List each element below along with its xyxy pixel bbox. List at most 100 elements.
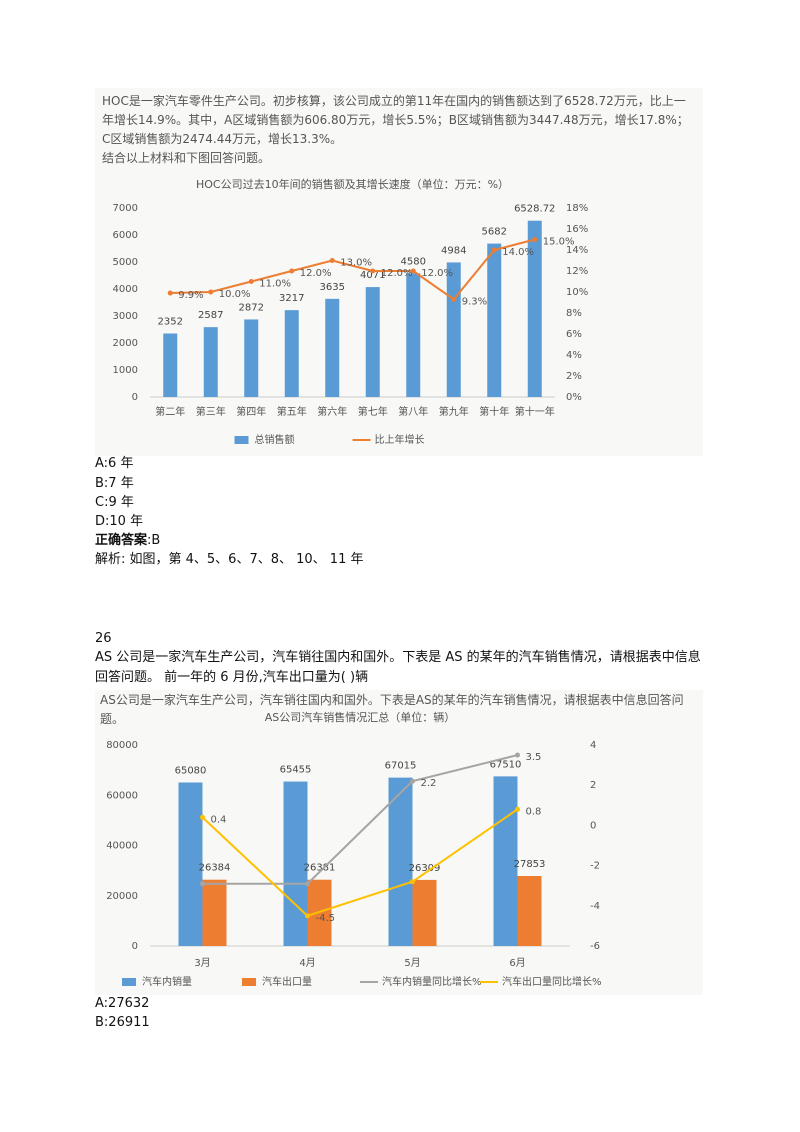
line-marker [515,752,520,758]
bar-value-label: 2587 [198,310,223,321]
line-value-label: 2.2 [421,778,437,789]
bar [517,876,542,946]
line-marker [491,247,497,253]
explanation: 解析: 如图，第 4、5、6、7、8、 10、 11 年 [95,552,364,567]
y2-tick-label: -4 [590,901,600,912]
y-tick-label: 0 [132,941,138,952]
option: B:26911 [95,1015,150,1030]
chart-title: HOC公司过去10年间的销售额及其增长速度（单位：万元：%） [196,177,509,191]
question-number: 26 [95,631,112,646]
bar [284,310,299,397]
x-tick-label: 6月 [509,957,525,969]
y2-tick-label: 0 [590,820,596,831]
bar [244,319,259,397]
line-value-label: 15.0% [543,237,575,248]
bar-value-label: 4071 [360,270,385,281]
bar-value-label: 3635 [320,282,345,293]
line-marker [410,778,415,784]
line-marker [305,913,310,919]
line-value-label: 14.0% [502,247,534,258]
line-value-label: 9.3% [462,296,487,307]
y2-tick-label: 4% [566,350,582,361]
q25-intro: HOC是一家汽车零件生产公司。初步核算，该公司成立的第11年在国内的销售额达到了… [102,94,689,146]
option: B:7 年 [95,476,134,491]
bar [493,776,518,946]
bar [527,220,542,397]
y2-tick-label: 14% [566,245,588,256]
x-tick-label: 第七年 [358,405,388,418]
line-value-label: 12.0% [421,268,453,279]
bar [388,777,413,946]
bar-value-label: 26309 [409,863,441,874]
line-marker [200,814,205,820]
legend-label: 汽车出口量 [262,975,312,988]
y2-tick-label: 16% [566,224,588,235]
bar-value-label: 67015 [385,761,417,772]
bar-value-label: 65080 [175,765,207,776]
line-marker [208,289,214,295]
legend-label: 汽车出口量同比增长% [502,975,602,988]
legend-label: 汽车内销量 [142,975,192,988]
answer: 正确答案:B [95,531,160,551]
line-value-label: 9.9% [178,290,203,301]
y-tick-label: 5000 [113,257,138,268]
line-marker [248,279,254,284]
line-marker [410,879,415,885]
bar-value-label: 67510 [490,759,522,770]
y2-tick-label: 0% [566,392,582,403]
y-tick-label: 0 [132,392,138,403]
line [201,808,519,917]
line [170,238,536,301]
line-value-label: 3.5 [526,752,542,763]
x-tick-label: 5月 [404,957,420,969]
y-tick-label: 1000 [113,365,138,376]
line [202,754,518,885]
line-marker [329,258,335,263]
y-tick-label: 4000 [113,284,138,295]
bar [178,782,203,946]
legend-swatch [122,978,136,986]
x-tick-label: 第八年 [398,405,428,418]
y2-tick-label: 2 [590,780,596,791]
bar [406,273,421,397]
bar-value-label: 3217 [279,293,304,304]
y2-tick-label: 18% [566,203,588,214]
line-marker [305,881,310,887]
y-tick-label: 80000 [106,740,138,751]
option: A:6 年 [95,456,134,471]
option: C:9 年 [95,495,134,510]
bar-value-label: 27853 [514,859,546,870]
bar [365,287,380,397]
bar [202,879,227,946]
question: AS 公司是一家汽车生产公司，汽车销往国内和国外。下表是 AS 的某年的汽车销售… [95,650,701,685]
bar-value-label: 5682 [482,227,507,238]
bar [325,298,340,397]
y-tick-label: 60000 [106,790,138,801]
line-marker [451,296,457,302]
y2-tick-label: 4 [590,740,596,751]
chart-title: AS公司汽车销售情况汇总（单位：辆） [265,710,456,724]
y2-tick-label: 10% [566,287,588,298]
bar [203,327,218,397]
x-tick-label: 3月 [194,957,210,969]
bar [283,781,308,946]
y2-tick-label: -2 [590,861,600,872]
y2-tick-label: 6% [566,329,582,340]
bar [487,243,502,397]
x-tick-label: 第二年 [155,405,185,418]
x-tick-label: 第六年 [317,405,347,418]
line-value-label: -4.5 [316,913,336,924]
line-marker [167,290,173,296]
y-tick-label: 6000 [113,230,138,241]
y2-tick-label: -6 [590,941,600,952]
line-marker [532,237,538,242]
line-value-label: 13.0% [340,258,372,269]
y2-tick-label: 2% [566,371,582,382]
bar-value-label: 26381 [304,863,336,874]
line-value-label: 0.8 [526,806,542,817]
line-value-label: 12.0% [300,268,332,279]
y-tick-label: 40000 [106,841,138,852]
x-tick-label: 4月 [299,957,315,969]
line-marker [370,268,376,274]
